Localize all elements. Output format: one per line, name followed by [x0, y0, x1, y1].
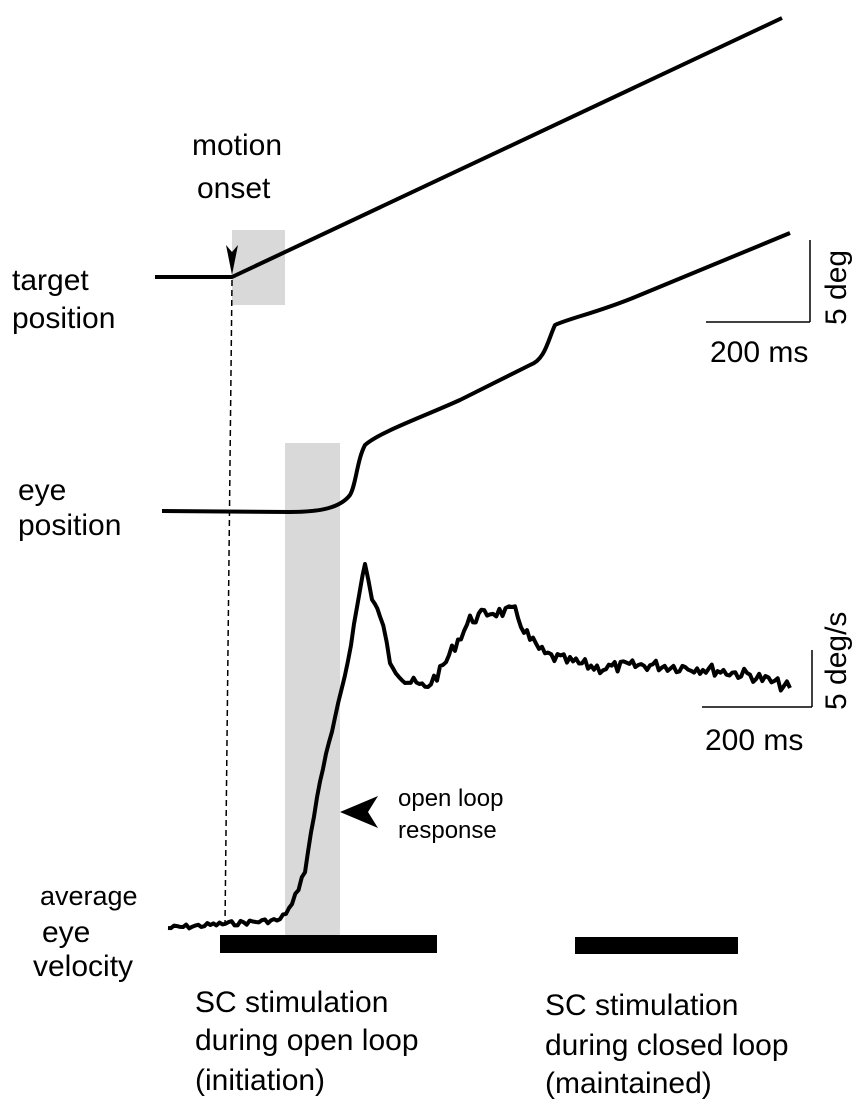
label: open loop — [398, 785, 503, 812]
label: onset — [197, 172, 271, 205]
stim-bar-closed — [575, 937, 738, 954]
open-loop-arrow — [340, 796, 378, 828]
label: SC stimulation — [545, 989, 738, 1022]
label: eye — [42, 916, 90, 949]
shade-onset — [232, 230, 285, 305]
label: (initiation) — [195, 1064, 325, 1097]
onset-arrow — [226, 245, 238, 275]
label: SC stimulation — [195, 986, 388, 1019]
onset-dashed-line — [224, 279, 233, 926]
label: eye — [18, 474, 66, 507]
scale-label: 5 deg/s — [820, 612, 853, 710]
eye-position-trace — [161, 231, 791, 514]
label: motion — [192, 129, 282, 162]
stim-bar-open — [220, 935, 437, 953]
label: position — [12, 302, 115, 335]
scale-label: 200 ms — [705, 724, 803, 757]
label: during open loop — [195, 1024, 419, 1057]
label: velocity — [33, 950, 133, 983]
label: target — [12, 264, 89, 297]
scale-label: 5 deg — [820, 250, 853, 325]
label: during closed loop — [545, 1029, 789, 1062]
label: (maintained) — [545, 1067, 712, 1100]
label: position — [18, 509, 121, 542]
eye-velocity-trace — [167, 562, 792, 931]
label: average — [40, 881, 138, 911]
label: response — [398, 817, 497, 844]
shade-open-loop — [285, 443, 340, 935]
scale-label: 200 ms — [710, 336, 808, 369]
target-trace — [155, 16, 783, 279]
